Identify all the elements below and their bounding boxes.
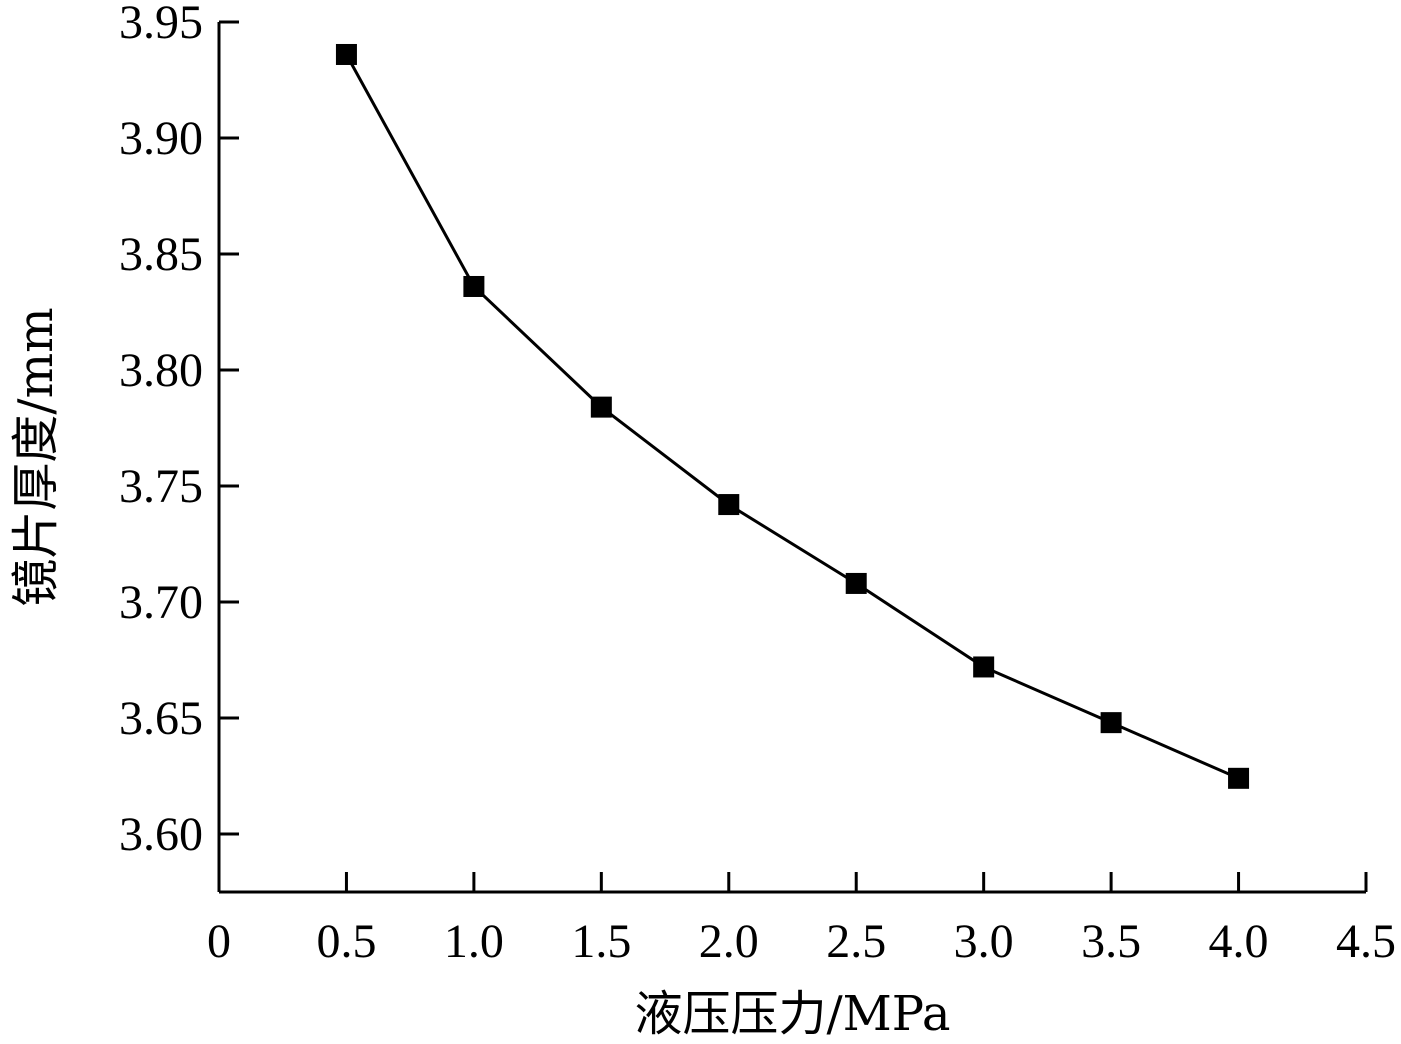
- x-tick-label: 4.5: [1336, 915, 1396, 968]
- data-point-marker: [463, 275, 485, 297]
- data-point-marker: [718, 494, 740, 516]
- y-tick-label: 3.65: [119, 692, 203, 745]
- series-layer: [335, 43, 1250, 789]
- series-line: [345, 53, 1240, 780]
- x-tick-label: 1.0: [444, 915, 504, 968]
- y-tick-label: 3.60: [119, 808, 203, 861]
- x-tick-label: 3.0: [954, 915, 1014, 968]
- data-point-marker: [335, 43, 357, 65]
- x-tick-label: 4.0: [1209, 915, 1269, 968]
- y-ticks: 3.60 3.65 3.70 3.75 3.80 3.85 3.90 3.95: [119, 0, 239, 861]
- x-tick-label: 2.5: [826, 915, 886, 968]
- y-tick-label: 3.80: [119, 344, 203, 397]
- axes: [217, 22, 1366, 894]
- x-axis-title: 液压压力/MPa: [634, 986, 950, 1042]
- x-tick-label: 3.5: [1081, 915, 1141, 968]
- x-tick-label: 1.5: [571, 915, 631, 968]
- data-point-marker: [973, 656, 995, 678]
- data-point-marker: [1228, 767, 1250, 789]
- x-tick-label: 0.5: [316, 915, 376, 968]
- y-tick-label: 3.95: [119, 0, 203, 49]
- y-tick-label: 3.90: [119, 112, 203, 165]
- x-tick-label: 2.0: [699, 915, 759, 968]
- y-tick-label: 3.85: [119, 228, 203, 281]
- data-point-marker: [590, 396, 612, 418]
- x-ticks: 0 0.5 1.0 1.5 2.0 2.5 3.0 3.5 4.0 4.5: [207, 872, 1396, 968]
- x-tick-label: 0: [207, 915, 231, 968]
- y-axis-title: 镜片厚度/mm: [8, 307, 64, 606]
- data-point-marker: [845, 572, 867, 594]
- y-tick-label: 3.70: [119, 576, 203, 629]
- data-point-marker: [1100, 712, 1122, 734]
- y-tick-label: 3.75: [119, 460, 203, 513]
